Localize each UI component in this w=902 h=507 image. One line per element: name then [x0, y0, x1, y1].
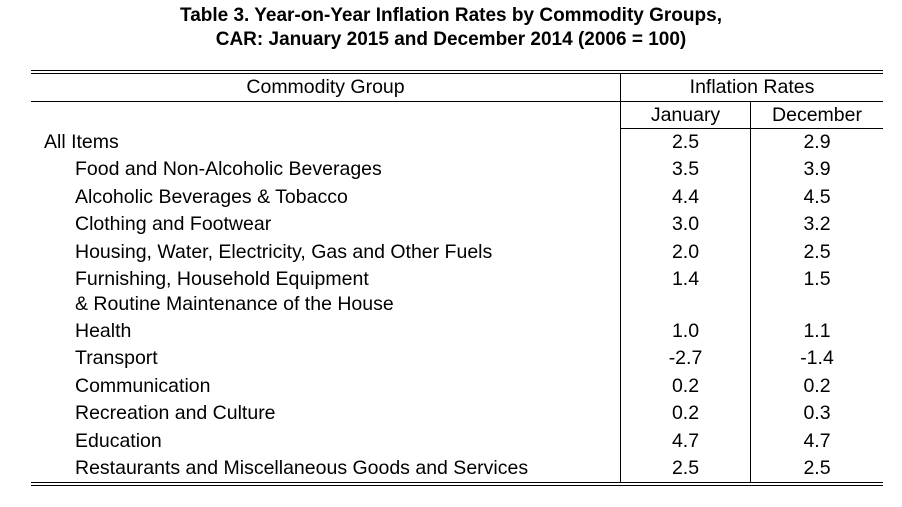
row-label: Communication	[75, 374, 211, 397]
row-label: Education	[75, 429, 162, 452]
row-label: Recreation and Culture	[75, 402, 276, 425]
bottom-rule-1	[31, 482, 883, 483]
row-label: Clothing and Footwear	[75, 213, 272, 236]
header-divider	[31, 101, 883, 102]
row-january-value: 1.0	[671, 320, 700, 342]
row-label: Food and Non-Alcoholic Beverages	[75, 158, 382, 181]
row-january-value: 2.5	[671, 131, 700, 153]
row-label: Health	[75, 320, 132, 342]
row-december-value: 1.1	[803, 320, 831, 342]
row-january-value: 2.5	[671, 457, 700, 479]
row-december-value: 0.3	[803, 402, 831, 425]
row-december-value: 4.5	[803, 185, 831, 208]
row-january-value: 4.4	[671, 185, 700, 208]
header-commodity-group: Commodity Group	[246, 76, 405, 98]
header-december: December	[772, 104, 862, 126]
row-december-value: 2.9	[803, 131, 831, 153]
row-december-value: 1.5	[803, 268, 831, 290]
row-december-value: 3.9	[803, 158, 831, 181]
row-january-value: 1.4	[671, 268, 700, 290]
row-december-value: -1.4	[800, 347, 834, 370]
header-inflation-rates: Inflation Rates	[689, 76, 815, 98]
row-label: Restaurants and Miscellaneous Goods and …	[75, 457, 529, 479]
row-january-value: -2.7	[668, 347, 703, 370]
row-label: Alcoholic Beverages & Tobacco	[75, 185, 348, 208]
row-label: Housing, Water, Electricity, Gas and Oth…	[75, 240, 493, 263]
bottom-rule-2	[31, 485, 883, 486]
table-title-line-2: CAR: January 2015 and December 2014 (200…	[215, 29, 687, 50]
row-january-value: 0.2	[671, 374, 700, 397]
row-label: Transport	[75, 347, 158, 370]
table-title-line-1: Table 3. Year-on-Year Inflation Rates by…	[180, 5, 722, 26]
top-rule-2	[31, 73, 883, 74]
row-december-value: 2.5	[803, 240, 831, 263]
table-title: Table 3. Year-on-Year Inflation Rates by…	[0, 4, 902, 52]
row-label: All Items	[44, 131, 119, 153]
row-december-value: 3.2	[803, 213, 831, 236]
row-january-value: 3.0	[671, 213, 700, 236]
row-december-value: 2.5	[803, 457, 831, 479]
row-january-value: 3.5	[671, 158, 700, 181]
header-sub-divider	[621, 128, 883, 129]
row-january-value: 4.7	[671, 429, 700, 452]
row-label-continued: & Routine Maintenance of the House	[75, 292, 394, 315]
column-rule-months	[750, 102, 751, 483]
header-january: January	[650, 104, 721, 126]
row-december-value: 4.7	[803, 429, 831, 452]
row-january-value: 0.2	[671, 402, 700, 425]
row-label: Furnishing, Household Equipment	[75, 268, 369, 290]
row-january-value: 2.0	[671, 240, 700, 263]
row-december-value: 0.2	[803, 374, 831, 397]
top-rule-1	[31, 70, 883, 71]
column-rule-group	[620, 74, 621, 483]
